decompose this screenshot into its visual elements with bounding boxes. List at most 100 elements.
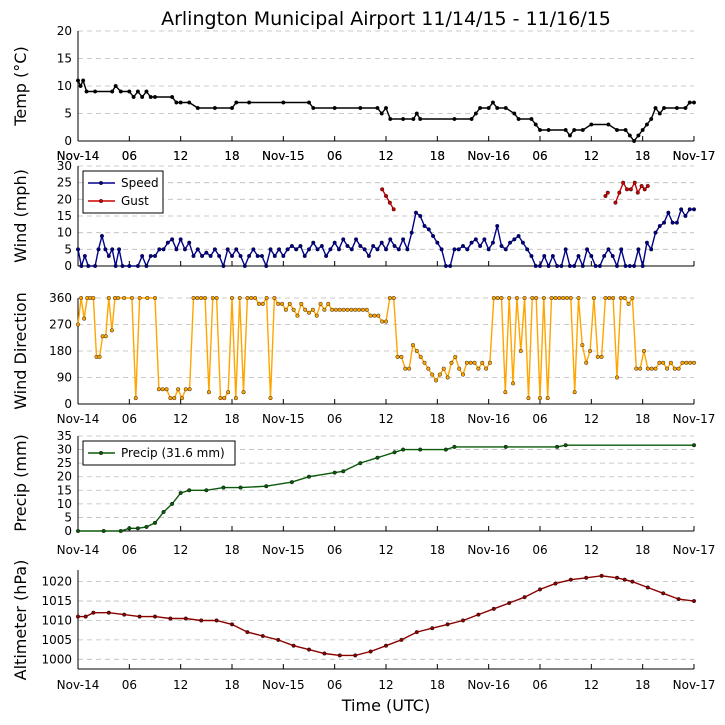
data-point (280, 301, 285, 306)
x-tick-label: Nov-16 (467, 412, 510, 426)
series-temp (75, 78, 697, 143)
data-point (632, 138, 637, 143)
data-point (422, 360, 427, 365)
data-point (401, 447, 406, 452)
x-tick-label: Nov-15 (262, 412, 305, 426)
x-tick-label: 12 (584, 543, 599, 557)
data-point (247, 100, 252, 105)
y-axis-label: Altimeter (hPa) (11, 560, 30, 681)
data-point (172, 396, 177, 401)
data-point (281, 253, 286, 258)
data-point (260, 301, 265, 306)
data-point (684, 360, 689, 365)
data-point (559, 264, 564, 269)
x-tick-label: Nov-17 (673, 149, 716, 163)
data-point (157, 247, 162, 252)
data-point (688, 360, 693, 365)
data-point (362, 247, 367, 252)
data-point (251, 247, 256, 252)
data-point (253, 296, 258, 301)
data-point (91, 296, 96, 301)
data-point (336, 247, 341, 252)
series-direction (75, 295, 697, 401)
x-tick-label: 06 (532, 149, 547, 163)
data-point (241, 390, 246, 395)
data-point (511, 381, 516, 386)
data-point (622, 577, 627, 582)
data-point (593, 264, 598, 269)
x-tick-label: 18 (635, 149, 650, 163)
data-point (430, 372, 435, 377)
y-tick-label: 35 (57, 429, 72, 443)
data-point (572, 390, 577, 395)
data-point (567, 133, 572, 138)
data-point (277, 247, 282, 252)
data-point (670, 220, 675, 225)
data-point (103, 247, 108, 252)
data-point (191, 296, 196, 301)
data-point (187, 100, 192, 105)
data-point (599, 573, 604, 578)
data-point (538, 587, 543, 592)
x-tick-label: 06 (122, 412, 137, 426)
data-point (516, 116, 521, 121)
data-point (480, 360, 485, 365)
data-point (589, 122, 594, 127)
data-point (122, 612, 127, 617)
data-point (576, 296, 581, 301)
panel-altimeter: 1000 1005 1010 1015 1020 Nov-14 06 12 18 Nov-15 06… (11, 560, 715, 692)
data-point (110, 247, 115, 252)
data-point (602, 253, 607, 258)
data-point (225, 247, 230, 252)
data-point (563, 443, 568, 448)
data-point (392, 243, 397, 248)
data-point (657, 111, 662, 116)
data-point (499, 296, 504, 301)
data-point (221, 485, 226, 490)
data-point (443, 264, 448, 269)
data-point (242, 264, 247, 269)
data-point (97, 354, 102, 359)
data-point (399, 354, 404, 359)
data-point (75, 529, 80, 534)
data-point (341, 237, 346, 242)
y-tick-label: 15 (57, 483, 72, 497)
series-speed (75, 207, 697, 269)
data-point (640, 264, 645, 269)
x-tick-label: 18 (635, 149, 650, 163)
data-point (661, 360, 666, 365)
data-point (507, 296, 512, 301)
series-line (77, 207, 694, 269)
x-tick-label: Nov-15 (262, 149, 305, 163)
x-tick-label: 12 (378, 149, 393, 163)
data-point (599, 354, 604, 359)
data-point (473, 237, 478, 242)
data-point (549, 296, 554, 301)
data-point (626, 301, 631, 306)
data-point (645, 585, 650, 590)
data-point (307, 647, 312, 652)
data-point (164, 387, 169, 392)
data-point (618, 296, 623, 301)
x-tick-label: 06 (532, 678, 547, 692)
data-point (567, 264, 572, 269)
data-point (156, 387, 161, 392)
x-tick-label: 12 (378, 543, 393, 557)
y-tick-label: 5 (64, 510, 72, 524)
data-point (430, 626, 435, 631)
data-point (187, 387, 192, 392)
data-point (591, 296, 596, 301)
legend-marker (98, 180, 103, 185)
data-point (464, 360, 469, 365)
data-point (630, 296, 635, 301)
data-point (388, 237, 393, 242)
data-point (148, 94, 153, 99)
data-point (666, 210, 671, 215)
data-point (204, 488, 209, 493)
data-point (529, 116, 534, 121)
data-point (679, 207, 684, 212)
data-point (625, 187, 630, 192)
y-tick-label: 10 (57, 79, 72, 93)
